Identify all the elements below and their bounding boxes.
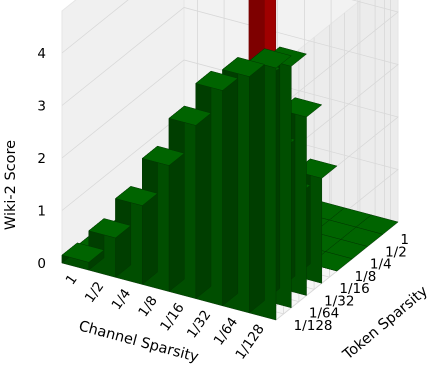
bar-side-face (195, 70, 212, 299)
z-tick-label: 1 (37, 204, 46, 220)
bar (222, 57, 265, 314)
bar-side-face (222, 57, 239, 307)
x-tick-label: 1/4 (109, 286, 135, 313)
x-tick-label: 1/2 (82, 279, 108, 306)
y-tick-label: 1 (400, 232, 409, 248)
bar-side-face (249, 48, 265, 314)
bar-top-face (222, 57, 265, 77)
bar (195, 70, 239, 307)
x-tick-label: 1 (63, 272, 81, 288)
y-tick-label: 1/128 (294, 318, 333, 334)
z-axis-label: Wiki-2 Score (3, 140, 19, 230)
bar-top-face (115, 186, 158, 206)
bar-top-face (88, 218, 132, 239)
x-tick-label: 1/64 (211, 314, 242, 348)
bar-top-face (61, 242, 105, 263)
bar-group (61, 0, 399, 321)
y-tick-label: 1/32 (324, 293, 354, 309)
x-tick-label: 1/16 (157, 300, 188, 334)
z-grid-line (61, 7, 399, 163)
x-axis-label: Channel Sparsity (77, 318, 201, 365)
bar-top-face (195, 70, 239, 91)
bar-side-face (168, 105, 185, 292)
z-grid-line (61, 0, 399, 111)
bar (88, 218, 132, 278)
x-tick-label: 1/8 (135, 293, 161, 320)
y-tick-label: 1/4 (370, 257, 392, 273)
x-tick-label: 1/32 (184, 307, 215, 341)
z-tick-label: 3 (37, 99, 46, 115)
bar-top-face (142, 145, 185, 166)
z-tick-label: 0 (37, 256, 46, 272)
y-tick-label: 1/8 (355, 269, 377, 285)
y-tick-label: 1/64 (309, 306, 339, 322)
y-tick-label: 1/2 (385, 244, 407, 260)
bar-top-face (168, 105, 212, 126)
y-tick-label: 1/16 (339, 281, 369, 297)
bar-side-face (142, 145, 158, 285)
z-tick-label: 4 (37, 46, 46, 62)
bar (61, 242, 105, 271)
z-tick-label: 2 (37, 151, 46, 167)
